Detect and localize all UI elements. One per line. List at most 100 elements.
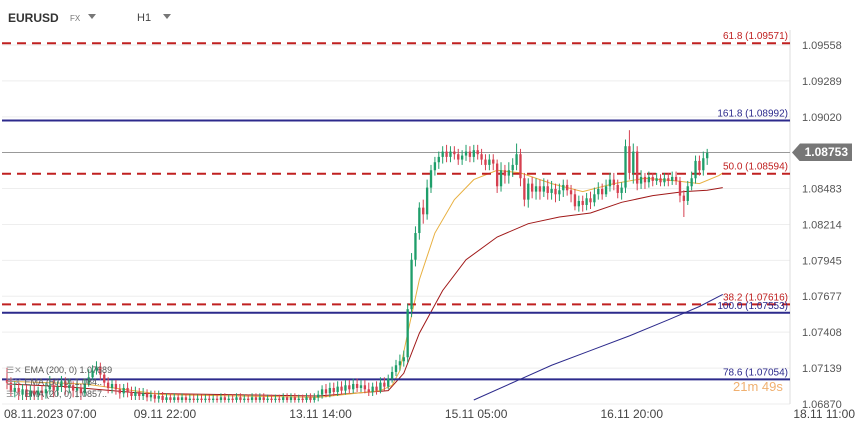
timeframe-dropdown-chevron-down-icon[interactable] — [163, 14, 171, 19]
candle-body — [138, 391, 141, 396]
indicator-row-ema20[interactable]: ☰✕ EMA (20, 0) 1.0857.. — [6, 388, 112, 400]
candle-body — [258, 397, 262, 400]
candle — [192, 394, 195, 403]
candle — [628, 130, 631, 180]
price-tick-label: 1.07945 — [802, 255, 842, 267]
candle-body — [95, 366, 98, 371]
price-tick-label: 1.09020 — [802, 112, 842, 124]
candle-body — [686, 186, 689, 201]
candle — [663, 172, 666, 187]
candle — [126, 382, 129, 398]
candle-body — [219, 397, 223, 400]
candle-body — [387, 378, 390, 387]
candle-body — [48, 385, 51, 390]
market-badge: FX — [70, 14, 81, 23]
candle-body — [651, 176, 654, 181]
candle — [348, 379, 351, 394]
candle-body — [40, 390, 44, 394]
candle-body — [188, 398, 191, 400]
candle — [355, 378, 359, 392]
candle — [212, 394, 215, 403]
price-tick-label: 1.09289 — [802, 76, 842, 88]
candle-body — [332, 387, 335, 392]
indicator-menu-icon[interactable]: ☰✕ — [6, 365, 22, 375]
candle-body — [289, 397, 293, 400]
indicator-row-ema50[interactable]: ☰✕ EMA (50, 0) 1.084.. — [6, 376, 112, 388]
candle-body — [161, 395, 164, 400]
candle — [118, 383, 121, 399]
candle-body — [449, 151, 452, 157]
indicator-menu-icon[interactable]: ☰✕ — [6, 389, 22, 399]
candle — [75, 381, 79, 398]
candle — [639, 170, 643, 189]
price-tick-label: 1.09558 — [802, 40, 842, 52]
candle — [301, 394, 304, 403]
candle — [659, 174, 662, 187]
candle — [562, 179, 565, 197]
symbol-dropdown-chevron-down-icon[interactable] — [88, 14, 96, 19]
candle — [636, 146, 639, 191]
candle — [538, 179, 542, 200]
candle — [254, 393, 258, 403]
candle — [530, 176, 534, 199]
candle — [219, 393, 223, 403]
candle — [433, 156, 437, 176]
candle — [103, 371, 106, 387]
candle-body — [274, 398, 277, 400]
candle — [231, 394, 234, 403]
candle — [667, 172, 670, 187]
candle — [632, 143, 635, 184]
candle — [686, 180, 689, 205]
symbol-name[interactable]: EURUSD — [8, 11, 59, 25]
candle-body — [328, 387, 332, 394]
candle — [56, 381, 59, 396]
candle — [91, 365, 94, 380]
candle-body — [250, 397, 254, 400]
candle — [371, 382, 374, 396]
candle — [558, 183, 561, 201]
candle-body — [628, 146, 631, 173]
candle-body — [13, 387, 16, 392]
candle-body — [355, 383, 359, 388]
candle — [698, 155, 701, 176]
candle — [437, 151, 440, 169]
candle — [278, 394, 281, 403]
candle — [180, 393, 184, 403]
indicator-row-ema200[interactable]: ☰✕ EMA (200, 0) 1.07689 — [6, 364, 112, 376]
candle — [99, 362, 102, 380]
candle-body — [659, 178, 662, 183]
price-axis: 1.09558 1.09289 1.09020 1.08483 1.08214 1.079… — [802, 40, 842, 411]
candle-body — [667, 178, 670, 181]
candle — [507, 162, 510, 184]
candle — [363, 379, 367, 394]
candle-body — [565, 184, 569, 191]
level-label: 161.8 (1.08992) — [717, 109, 788, 120]
candle — [414, 226, 417, 267]
price-tick-label: 1.06870 — [802, 399, 842, 411]
candle — [344, 379, 347, 395]
candle-body — [235, 397, 238, 400]
price-tick-label: 1.07139 — [802, 363, 842, 375]
candle — [476, 144, 479, 160]
candle — [274, 394, 277, 403]
candle-body — [134, 391, 137, 396]
candle-body — [293, 397, 297, 400]
timeframe-selector[interactable]: H1 — [137, 12, 152, 24]
chart-grid — [2, 30, 791, 405]
candle-body — [68, 385, 71, 388]
candle — [511, 158, 514, 177]
candle — [208, 394, 211, 403]
candle — [577, 195, 580, 212]
candle — [573, 188, 577, 211]
candle-body — [165, 397, 168, 400]
indicator-menu-icon[interactable]: ☰✕ — [6, 377, 22, 387]
candle — [468, 146, 472, 163]
candle — [324, 383, 328, 398]
candle-body — [320, 389, 324, 395]
candle-body — [698, 160, 701, 171]
price-tick-label: 1.08214 — [802, 219, 842, 231]
candle-body — [114, 383, 118, 390]
candle-body — [425, 187, 429, 215]
candle-body — [585, 198, 588, 205]
